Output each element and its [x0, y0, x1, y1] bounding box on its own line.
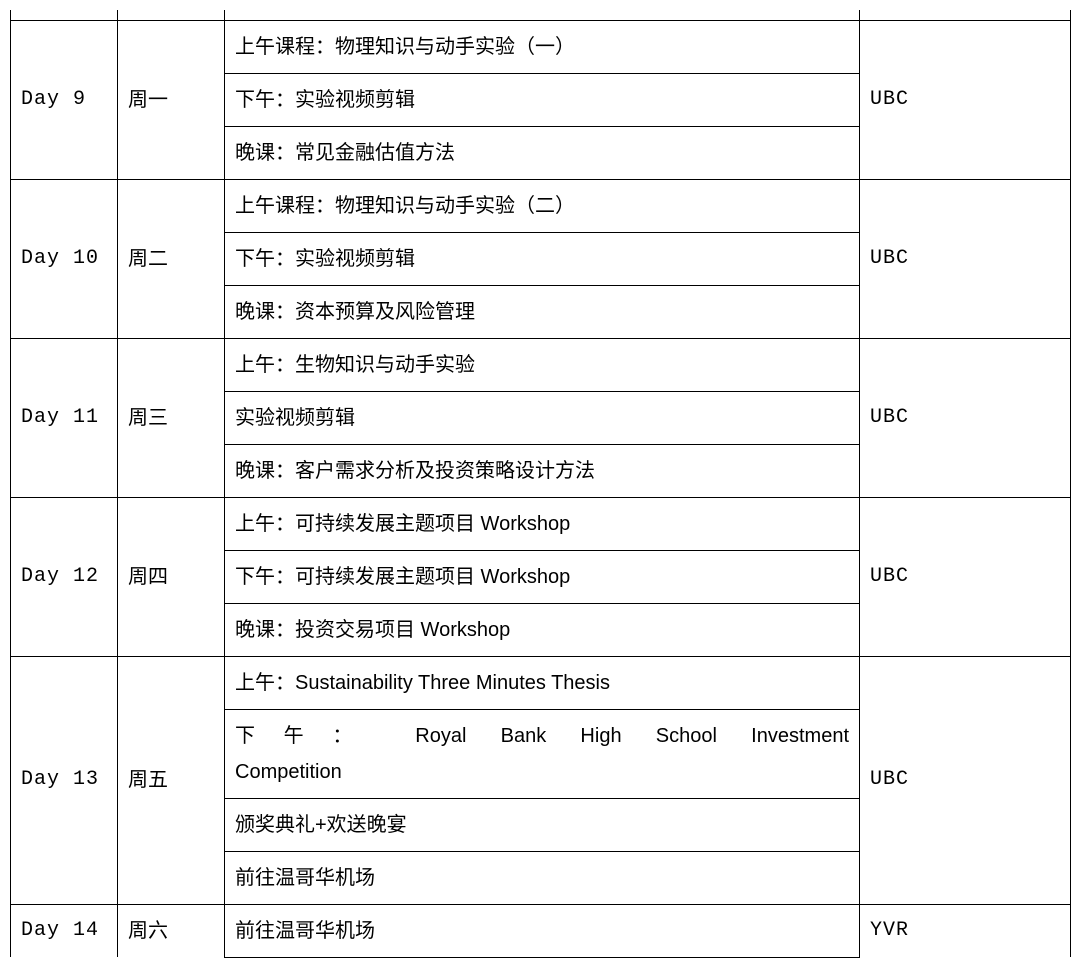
weekday-cell: 周四 [118, 497, 225, 656]
schedule-line: Competition [235, 754, 849, 790]
schedule-cell: 下午：实验视频剪辑 [225, 232, 860, 285]
schedule-cell: 前往温哥华机场 [225, 904, 860, 957]
schedule-cell: 晚课：资本预算及风险管理 [225, 285, 860, 338]
schedule-cell: 晚课：客户需求分析及投资策略设计方法 [225, 444, 860, 497]
schedule-cell: 下午：可持续发展主题项目 Workshop [225, 550, 860, 603]
day-cell: Day 13 [11, 656, 118, 904]
day-cell: Day 12 [11, 497, 118, 656]
day-cell: Day 9 [11, 20, 118, 179]
table-row: Day 9 周一 上午课程：物理知识与动手实验（一） UBC [11, 20, 1071, 73]
location-cell: UBC [860, 338, 1071, 497]
location-cell: UBC [860, 179, 1071, 338]
location-cell: UBC [860, 497, 1071, 656]
schedule-table: Day 9 周一 上午课程：物理知识与动手实验（一） UBC 下午：实验视频剪辑… [10, 10, 1071, 958]
stub-row [11, 10, 1071, 20]
table-row: Day 12 周四 上午：可持续发展主题项目 Workshop UBC [11, 497, 1071, 550]
weekday-cell: 周三 [118, 338, 225, 497]
schedule-cell: 上午：Sustainability Three Minutes Thesis [225, 656, 860, 709]
weekday-cell: 周五 [118, 656, 225, 904]
schedule-cell: 上午课程：物理知识与动手实验（二） [225, 179, 860, 232]
table-row: Day 13 周五 上午：Sustainability Three Minute… [11, 656, 1071, 709]
table-row: Day 10 周二 上午课程：物理知识与动手实验（二） UBC [11, 179, 1071, 232]
schedule-cell: 前往温哥华机场 [225, 851, 860, 904]
location-cell: UBC [860, 656, 1071, 904]
schedule-cell: 颁奖典礼+欢送晚宴 [225, 798, 860, 851]
schedule-cell: 下午： Royal Bank High School Investment Co… [225, 709, 860, 798]
schedule-cell: 晚课：投资交易项目 Workshop [225, 603, 860, 656]
day-cell: Day 14 [11, 904, 118, 957]
schedule-line: 下午： Royal Bank High School Investment [235, 718, 849, 754]
schedule-cell: 上午课程：物理知识与动手实验（一） [225, 20, 860, 73]
schedule-cell: 下午：实验视频剪辑 [225, 73, 860, 126]
location-cell: UBC [860, 20, 1071, 179]
table-row: Day 14 周六 前往温哥华机场 YVR [11, 904, 1071, 957]
weekday-cell: 周一 [118, 20, 225, 179]
day-cell: Day 10 [11, 179, 118, 338]
day-cell: Day 11 [11, 338, 118, 497]
weekday-cell: 周二 [118, 179, 225, 338]
schedule-cell: 上午：生物知识与动手实验 [225, 338, 860, 391]
schedule-cell: 晚课：常见金融估值方法 [225, 126, 860, 179]
location-cell: YVR [860, 904, 1071, 957]
schedule-cell: 上午：可持续发展主题项目 Workshop [225, 497, 860, 550]
weekday-cell: 周六 [118, 904, 225, 957]
schedule-cell: 实验视频剪辑 [225, 391, 860, 444]
table-row: Day 11 周三 上午：生物知识与动手实验 UBC [11, 338, 1071, 391]
